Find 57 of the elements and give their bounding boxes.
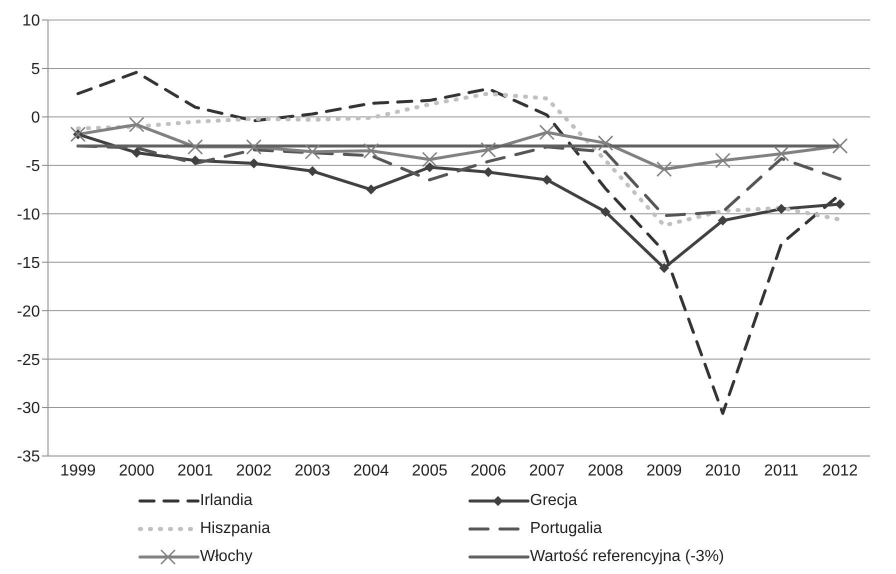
- x-tick-label: 2011: [764, 462, 799, 480]
- point: [835, 199, 845, 210]
- point: [600, 206, 611, 217]
- point: [366, 184, 376, 195]
- x-tick-label: 2010: [704, 462, 741, 480]
- point: [424, 162, 435, 172]
- legend-label: Portugalia: [530, 520, 602, 538]
- point: [656, 161, 672, 177]
- point: [542, 174, 552, 185]
- x-tick-label: 2002: [236, 462, 272, 480]
- point: [422, 152, 438, 168]
- legend-label: Irlandia: [200, 492, 252, 510]
- point: [659, 263, 670, 274]
- point: [307, 166, 318, 176]
- y-tick-label: -30: [16, 400, 40, 418]
- point: [718, 216, 728, 226]
- point: [774, 146, 790, 162]
- point: [776, 204, 786, 214]
- x-tick-label: 2000: [118, 462, 155, 480]
- y-tick-label: -15: [16, 254, 40, 272]
- point: [480, 142, 496, 158]
- point: [483, 167, 494, 178]
- x-tick-label: 2007: [529, 462, 565, 480]
- x-tick-label: 2001: [177, 462, 214, 480]
- point: [190, 155, 200, 166]
- point: [598, 135, 614, 151]
- y-tick-label: 5: [31, 61, 40, 78]
- point: [715, 152, 731, 168]
- point: [248, 158, 259, 168]
- point: [539, 124, 555, 140]
- y-tick-label: -20: [16, 303, 40, 320]
- point: [363, 143, 379, 159]
- y-tick-label: -5: [26, 158, 40, 176]
- x-tick-label: 2004: [353, 462, 389, 480]
- y-tick-label: 10: [22, 12, 40, 30]
- legend-label: Włochy: [200, 548, 252, 566]
- x-tick-label: 2003: [294, 462, 330, 480]
- point: [70, 126, 86, 142]
- point: [128, 116, 144, 132]
- point: [132, 148, 142, 158]
- point: [246, 139, 262, 155]
- legend-label: Hiszpania: [200, 520, 270, 538]
- y-tick-label: -25: [16, 352, 40, 369]
- y-tick-label: -10: [16, 206, 40, 224]
- legend-label: Grecja: [530, 492, 578, 510]
- y-tick-label: -35: [16, 448, 40, 466]
- x-tick-label: 2006: [470, 462, 506, 480]
- x-tick-label: 1999: [60, 462, 96, 480]
- point: [304, 144, 320, 160]
- x-tick-label: 2012: [822, 462, 858, 480]
- point: [832, 138, 848, 154]
- point: [187, 139, 203, 155]
- y-tick-label: 0: [31, 110, 40, 127]
- x-tick-label: 2005: [412, 462, 448, 480]
- x-tick-label: 2009: [646, 462, 682, 480]
- legend-label: Wartość referencyjna (-3%): [530, 548, 724, 566]
- x-tick-label: 2008: [588, 462, 624, 480]
